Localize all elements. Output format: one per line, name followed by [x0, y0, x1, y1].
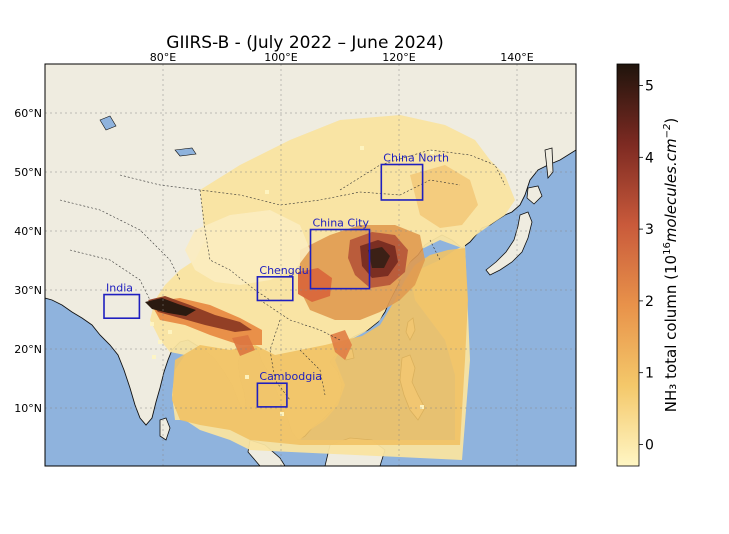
- region-box: [256, 382, 288, 408]
- map-border: [44, 63, 577, 467]
- colorbar-tick-label: 5: [645, 79, 654, 95]
- lon-ticks: 80°E 100°E 120°E 140°E: [150, 51, 534, 64]
- colorbar-label: NH₃ total column (1016molecules.cm−2): [662, 118, 680, 412]
- region-label: China North: [383, 152, 449, 165]
- map-panel: China North China City Chengdu India Cambodg…: [14, 51, 577, 467]
- region-box: [309, 228, 371, 290]
- region-label: China City: [313, 217, 370, 230]
- region-label: India: [106, 282, 133, 295]
- lat-tick: 20°N: [14, 343, 42, 356]
- lon-tick: 100°E: [264, 51, 297, 64]
- region-box: [103, 293, 141, 320]
- colorbar-tick-label: 4: [645, 150, 654, 166]
- lat-tick: 40°N: [14, 225, 42, 238]
- region-box: [256, 276, 294, 302]
- lat-tick: 30°N: [14, 284, 42, 297]
- colorbar-tick-label: 0: [645, 437, 654, 453]
- land-sri-lanka: [159, 417, 171, 441]
- lat-tick: 60°N: [14, 107, 42, 120]
- colorbar-tick-label: 2: [645, 294, 654, 310]
- lon-tick: 80°E: [150, 51, 176, 64]
- colorbar-tick-label: 1: [645, 366, 654, 382]
- figure-title: GIIRS-B - (July 2022 – June 2024): [166, 33, 443, 53]
- colorbar-tick-label: 3: [645, 222, 654, 238]
- region-label: Chengdu: [259, 264, 308, 277]
- lake-balkhash: [174, 147, 197, 157]
- region-label: Cambodgia: [259, 370, 322, 383]
- lon-tick: 140°E: [500, 51, 533, 64]
- lat-tick: 50°N: [14, 166, 42, 179]
- land-japan: [485, 211, 533, 276]
- lon-tick: 120°E: [382, 51, 415, 64]
- nh3-field: [145, 115, 515, 460]
- lat-tick: 10°N: [14, 402, 42, 415]
- lat-ticks: 60°N 50°N 40°N 30°N 20°N 10°N: [14, 107, 42, 415]
- region-boxes: China North China City Chengdu India Cambodg…: [103, 152, 449, 408]
- land-hokkaido: [526, 185, 543, 205]
- colorbar: 0 1 2 3 4 5 NH₃ total column (1016molecules.c…: [616, 63, 680, 467]
- colorbar-gradient: [616, 63, 640, 467]
- gridlines: [45, 64, 576, 466]
- land-sakhalin: [544, 147, 554, 179]
- lake-aral: [99, 115, 117, 131]
- region-box: [380, 163, 424, 201]
- colorbar-ticks: 0 1 2 3 4 5: [639, 79, 654, 453]
